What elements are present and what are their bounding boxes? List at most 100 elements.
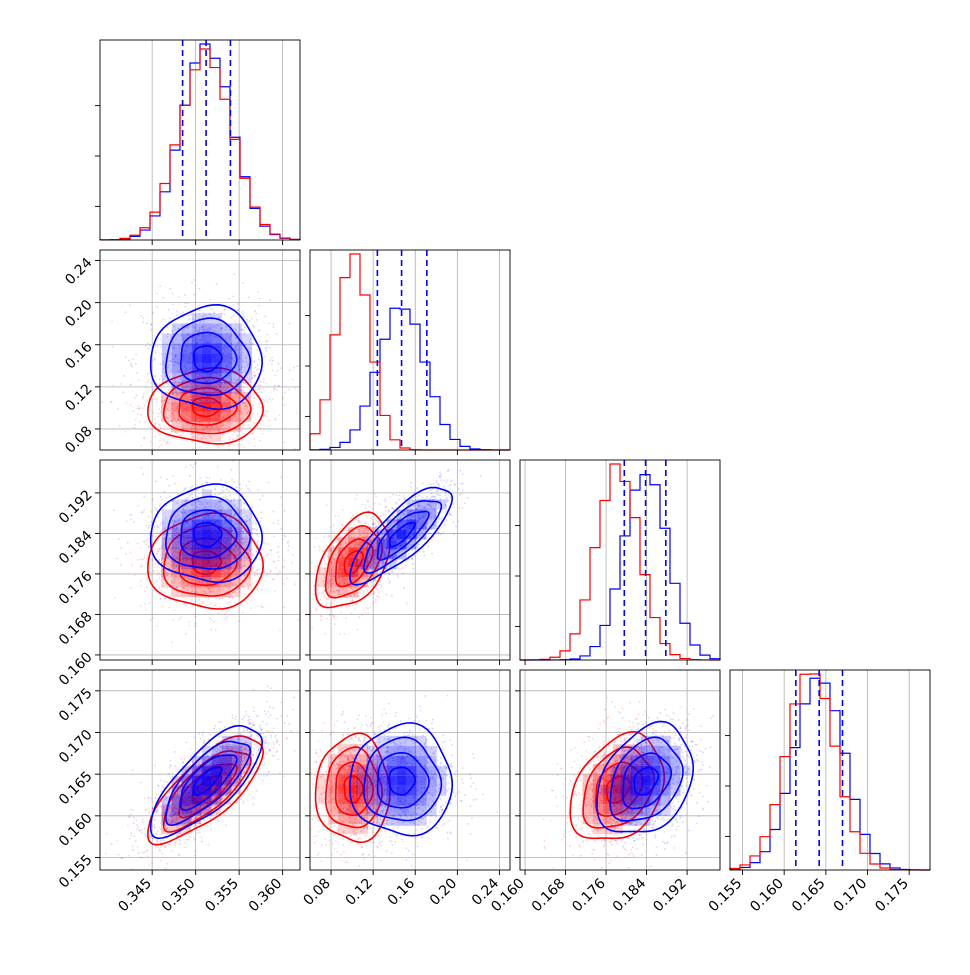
scatter-point xyxy=(365,507,367,509)
scatter-point xyxy=(131,514,133,516)
scatter-point xyxy=(194,625,196,627)
scatter-point xyxy=(379,583,381,585)
scatter-point xyxy=(149,567,151,569)
scatter-point xyxy=(362,552,364,554)
scatter-point xyxy=(256,529,258,531)
scatter-point xyxy=(252,506,254,508)
scatter-point xyxy=(246,602,248,604)
scatter-point xyxy=(139,421,141,423)
scatter-point xyxy=(145,345,147,347)
scatter-point xyxy=(187,497,189,499)
scatter-point xyxy=(206,477,208,479)
scatter-point xyxy=(366,515,368,517)
scatter-point xyxy=(320,599,322,601)
scatter-point xyxy=(421,496,423,498)
scatter-point xyxy=(197,582,199,584)
scatter-point xyxy=(294,448,296,450)
scatter-point xyxy=(253,422,255,424)
scatter-point xyxy=(372,512,374,514)
scatter-point xyxy=(227,577,229,579)
x-axis-ticks xyxy=(525,660,687,665)
scatter-point xyxy=(324,560,326,562)
scatter-point xyxy=(179,618,181,620)
scatter-point xyxy=(249,427,251,429)
scatter-point xyxy=(259,341,261,343)
density-cell xyxy=(222,333,232,343)
scatter-point xyxy=(260,381,262,383)
scatter-point xyxy=(238,309,240,311)
scatter-point xyxy=(143,318,145,320)
scatter-point xyxy=(232,598,234,600)
scatter-point xyxy=(217,447,219,449)
scatter-point xyxy=(187,303,189,305)
scatter-point xyxy=(252,394,254,396)
scatter-point xyxy=(159,383,161,385)
scatter-point xyxy=(253,372,255,374)
scatter-point xyxy=(161,574,163,576)
scatter-point xyxy=(473,451,475,453)
scatter-point xyxy=(214,494,216,496)
scatter-point xyxy=(261,511,263,513)
scatter-point xyxy=(197,496,199,498)
scatter-point xyxy=(258,540,260,542)
scatter-point xyxy=(233,498,235,500)
scatter-point xyxy=(127,542,129,544)
scatter-point xyxy=(146,525,148,527)
scatter-point xyxy=(154,435,156,437)
scatter-point xyxy=(156,401,158,403)
scatter-point xyxy=(284,559,286,561)
scatter-point xyxy=(366,607,368,609)
y-axis-ticks: 0.080.120.160.200.24 xyxy=(62,255,100,457)
scatter-point xyxy=(201,581,203,583)
scatter-point xyxy=(446,497,448,499)
scatter-point xyxy=(140,315,142,317)
scatter-point xyxy=(418,495,420,497)
scatter-point xyxy=(242,439,244,441)
scatter-point xyxy=(131,366,133,368)
density-cell xyxy=(172,343,182,353)
scatter-point xyxy=(263,542,265,544)
density-cell xyxy=(182,353,192,363)
scatter-point xyxy=(364,612,366,614)
scatter-point xyxy=(129,514,131,516)
scatter-point xyxy=(130,363,132,365)
scatter-point xyxy=(315,537,317,539)
scatter-point xyxy=(353,552,355,554)
scatter-point xyxy=(129,304,131,306)
scatter-point xyxy=(273,327,275,329)
scatter-point xyxy=(192,467,194,469)
histogram-series-b xyxy=(730,674,930,870)
scatter-point xyxy=(358,522,360,524)
scatter-point xyxy=(163,439,165,441)
scatter-point xyxy=(142,398,144,400)
scatter-point xyxy=(228,444,230,446)
scatter-point xyxy=(404,497,406,499)
scatter-point xyxy=(130,551,132,553)
scatter-point xyxy=(151,559,153,561)
scatter-point xyxy=(257,349,259,351)
density-cell xyxy=(242,509,252,519)
scatter-point xyxy=(168,389,170,391)
scatter-point xyxy=(289,323,291,325)
scatter-point xyxy=(156,625,158,627)
scatter-point xyxy=(296,365,298,367)
scatter-point xyxy=(351,604,353,606)
y-tick-label: 0.08 xyxy=(62,423,95,456)
scatter-point xyxy=(412,563,414,565)
scatter-point xyxy=(150,521,152,523)
scatter-point xyxy=(266,383,268,385)
scatter-point xyxy=(224,308,226,310)
scatter-point xyxy=(176,586,178,588)
scatter-point xyxy=(339,633,341,635)
scatter-point xyxy=(143,437,145,439)
scatter-point xyxy=(403,587,405,589)
scatter-point xyxy=(331,602,333,604)
scatter-point xyxy=(190,314,192,316)
scatter-point xyxy=(152,312,154,314)
scatter-point xyxy=(259,498,261,500)
scatter-point xyxy=(355,519,357,521)
scatter-point xyxy=(190,453,192,455)
scatter-point xyxy=(233,315,235,317)
scatter-point xyxy=(226,399,228,401)
